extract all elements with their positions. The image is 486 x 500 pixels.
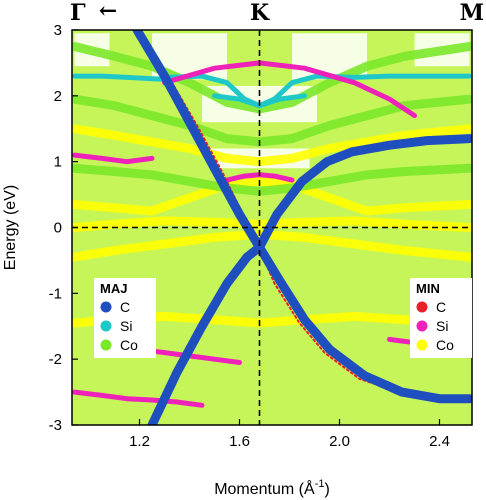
series-min-si-line-3 <box>72 389 205 408</box>
legend-marker <box>100 320 112 332</box>
legend-entry: Co <box>436 337 454 353</box>
legend-entry: C <box>436 299 446 315</box>
x-axis-ticks: 1.2 1.6 2.0 2.4 <box>129 419 450 450</box>
legend-marker <box>416 339 428 351</box>
legends: MAJ C Si Co MIN C Si Co <box>94 278 472 358</box>
high-symmetry-label: K <box>250 0 270 26</box>
high-symmetry-labels: Γ K M ← <box>70 0 484 26</box>
x-axis-title-close: ) <box>324 481 329 498</box>
y-tick-label: -1 <box>49 285 62 302</box>
series-maj-co-line-0 <box>72 42 472 114</box>
y-tick-label: -3 <box>49 417 62 434</box>
legend-title: MAJ <box>100 281 127 296</box>
y-axis-title: Energy (eV) <box>2 185 19 270</box>
high-symmetry-label: Γ <box>70 0 86 26</box>
high-symmetry-label: M <box>460 0 484 26</box>
x-axis-title-sup: -1 <box>315 478 325 490</box>
series-maj-si-line-2 <box>352 73 472 80</box>
y-tick-label: 0 <box>54 220 62 237</box>
y-axis-ticks: -3 -2 -1 0 1 2 3 <box>49 22 78 434</box>
x-tick-label: 1.2 <box>129 433 150 450</box>
y-tick-label: 3 <box>54 22 62 39</box>
legend-entry: C <box>120 299 130 315</box>
y-tick-label: -2 <box>49 351 62 368</box>
reference-lines <box>72 30 472 425</box>
legend-title: MIN <box>416 281 440 296</box>
gamma-arrow: ← <box>99 0 117 24</box>
series-maj-c-line-1 <box>147 134 472 425</box>
legend-marker <box>100 339 112 351</box>
series-maj-si-line-1 <box>72 73 167 82</box>
legend-marker <box>416 320 428 332</box>
legend-entry: Si <box>436 318 448 334</box>
legend-marker <box>100 301 112 313</box>
x-axis-title-main: Momentum (Å <box>214 479 315 498</box>
legend-maj: MAJ C Si Co <box>94 278 156 358</box>
legend-marker <box>416 301 428 313</box>
y-tick-label: 1 <box>54 154 62 171</box>
y-tick-label: 2 <box>54 88 62 105</box>
series-maj-c-line-0 <box>132 30 472 404</box>
x-tick-label: 2.0 <box>329 433 350 450</box>
series-min-si-line-0 <box>162 60 417 119</box>
series-min-si-line-1 <box>72 152 155 165</box>
x-tick-label: 2.4 <box>429 433 450 450</box>
legend-min: MIN C Si Co <box>410 278 472 358</box>
legend-entry: Co <box>120 337 138 353</box>
legend-entry: Si <box>120 318 132 334</box>
x-axis-title: Momentum (Å-1) <box>214 478 330 498</box>
x-tick-label: 1.6 <box>229 433 250 450</box>
